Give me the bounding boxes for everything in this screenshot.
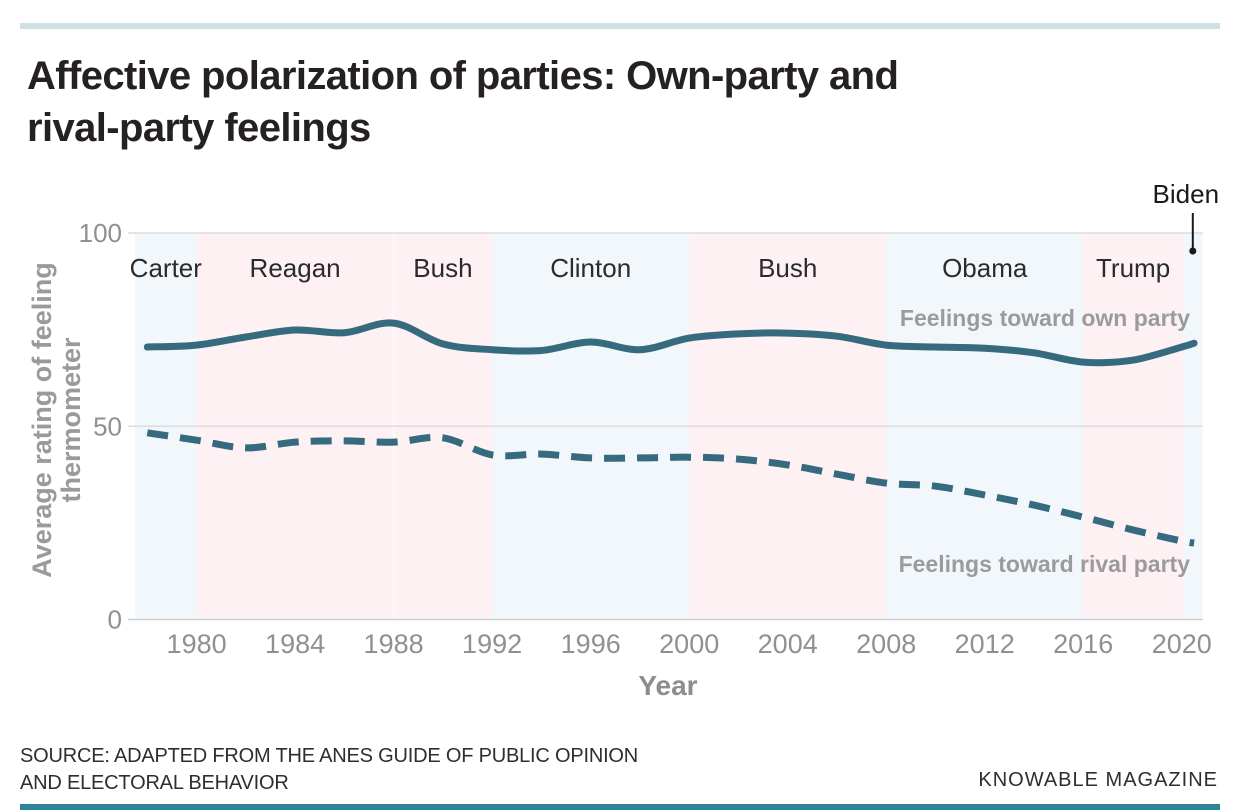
y-tick-label: 100 — [79, 218, 122, 248]
x-tick-label: 1992 — [462, 629, 522, 659]
x-tick-label: 1980 — [167, 629, 227, 659]
top-rule — [20, 23, 1220, 29]
chart-title: Affective polarization of parties: Own-p… — [27, 50, 1167, 154]
y-tick-label: 50 — [93, 411, 122, 441]
legend-rival-party: Feelings toward rival party — [899, 551, 1191, 577]
x-tick-label: 2012 — [955, 629, 1015, 659]
rival-party-line — [146, 429, 1195, 547]
own-party-line — [143, 319, 1198, 367]
x-tick-label: 2008 — [856, 629, 916, 659]
biden-annotation-label: Biden — [1153, 179, 1220, 209]
bottom-rule — [20, 804, 1220, 810]
x-tick-label: 1984 — [265, 629, 325, 659]
era-label-clinton: Clinton — [550, 253, 631, 283]
y-tick-label: 0 — [108, 605, 122, 635]
x-tick-label: 2000 — [659, 629, 719, 659]
era-label-bush-2: Bush — [758, 253, 817, 283]
x-axis-label: Year — [638, 670, 698, 701]
y-axis-label-line1: Average rating of feeling — [27, 262, 57, 578]
y-axis-label: Average rating of feeling thermometer — [27, 220, 86, 620]
y-axis-label-line2: thermometer — [56, 337, 86, 503]
era-label-bush: Bush — [413, 253, 472, 283]
source-note-line2: AND ELECTORAL BEHAVIOR — [20, 772, 289, 794]
x-tick-label: 2016 — [1053, 629, 1113, 659]
credit: KNOWABLE MAGAZINE — [978, 769, 1218, 791]
chart-title-line1: Affective polarization of parties: Own-p… — [27, 54, 899, 98]
era-label-reagan: Reagan — [250, 253, 341, 283]
era-label-trump: Trump — [1096, 253, 1170, 283]
legend-own-party: Feelings toward own party — [900, 305, 1190, 331]
biden-annotation: Biden — [1153, 179, 1220, 255]
biden-annotation-dot — [1189, 247, 1197, 255]
era-label-carter: Carter — [130, 253, 203, 283]
x-tick-label: 1988 — [364, 629, 424, 659]
gridlines: 0 50 100 — [79, 218, 1203, 635]
chart-title-line2: rival-party feelings — [27, 106, 371, 150]
x-tick-label: 2004 — [758, 629, 818, 659]
source-note-line1: SOURCE: ADAPTED FROM THE ANES GUIDE OF P… — [20, 745, 639, 767]
x-tick-label: 1996 — [561, 629, 621, 659]
era-label-obama: Obama — [942, 253, 1028, 283]
source-note: SOURCE: ADAPTED FROM THE ANES GUIDE OF P… — [20, 743, 638, 797]
x-tick-label: 2020 — [1152, 629, 1212, 659]
